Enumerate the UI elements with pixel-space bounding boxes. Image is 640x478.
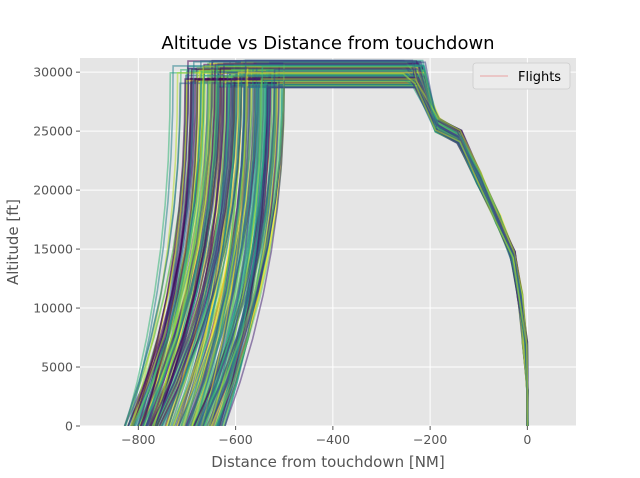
y-tick-label: 20000: [33, 183, 73, 198]
legend: Flights: [472, 62, 571, 90]
legend-label: Flights: [518, 70, 561, 85]
x-ticks: −800 −600 −400 −200 0: [121, 426, 531, 447]
y-tick-label: 15000: [33, 242, 73, 257]
y-ticks: 0 5000 10000 15000 20000 25000 30000: [33, 65, 80, 434]
legend-box: [472, 62, 571, 90]
y-tick-label: 30000: [33, 65, 73, 80]
y-tick-label: 5000: [41, 360, 73, 375]
x-tick-label: 0: [523, 432, 531, 447]
chart-title: Altitude vs Distance from touchdown: [161, 33, 494, 54]
y-tick-label: 25000: [33, 124, 73, 139]
flight-line: [191, 72, 529, 426]
x-tick-label: −600: [218, 432, 252, 447]
x-tick-label: −800: [121, 432, 155, 447]
x-tick-label: −400: [316, 432, 350, 447]
y-tick-label: 10000: [33, 301, 73, 316]
flight-line: [197, 86, 529, 426]
x-axis-label: Distance from touchdown [NM]: [211, 453, 444, 471]
flight-line: [208, 78, 529, 426]
flight-lines: [123, 59, 529, 426]
flight-line: [202, 68, 529, 426]
x-tick-label: −200: [413, 432, 447, 447]
y-tick-label: 0: [65, 419, 73, 434]
y-axis-label: Altitude [ft]: [4, 199, 22, 285]
